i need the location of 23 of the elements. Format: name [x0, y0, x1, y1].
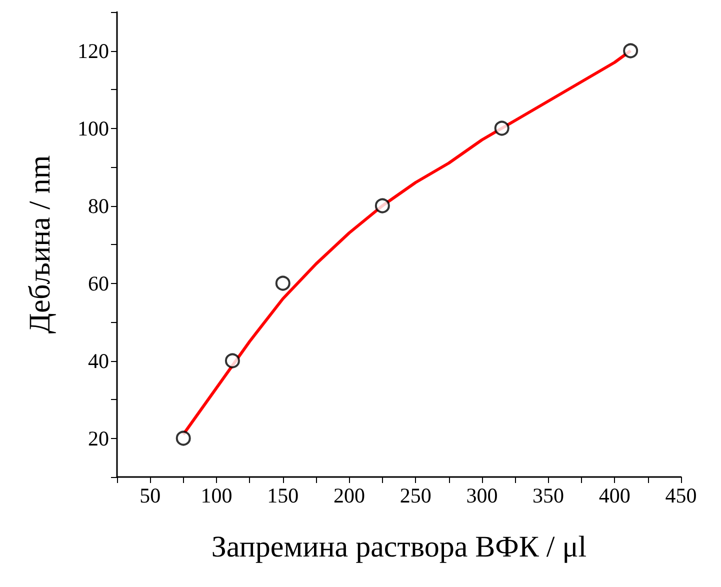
x-tick-label: 200 — [333, 484, 365, 508]
y-tick-label: 120 — [78, 38, 109, 63]
x-tick-label: 50 — [140, 484, 161, 508]
point — [494, 120, 510, 136]
point — [224, 353, 240, 368]
x-tick-label: 300 — [466, 484, 498, 508]
x-tick-label: 150 — [267, 484, 299, 508]
y-axis-title: Дебљина / nm — [24, 155, 56, 334]
point — [374, 198, 390, 214]
x-tick-label: 400 — [598, 484, 630, 508]
x-axis-title: Запремина раствора ВФК / μl — [211, 530, 587, 564]
x-tick-label: 100 — [200, 484, 232, 508]
x-tick-label: 250 — [400, 484, 432, 508]
y-tick-label: 40 — [88, 348, 109, 373]
x-tick-label: 450 — [665, 484, 697, 508]
point — [623, 43, 638, 58]
y-tick-label: 60 — [88, 271, 109, 296]
y-tick-label: 20 — [88, 426, 109, 450]
x-tick-label: 350 — [532, 484, 564, 508]
y-tick-label: 100 — [78, 116, 109, 140]
point — [176, 430, 191, 446]
point — [275, 276, 290, 291]
y-tick-label: 80 — [88, 194, 109, 218]
